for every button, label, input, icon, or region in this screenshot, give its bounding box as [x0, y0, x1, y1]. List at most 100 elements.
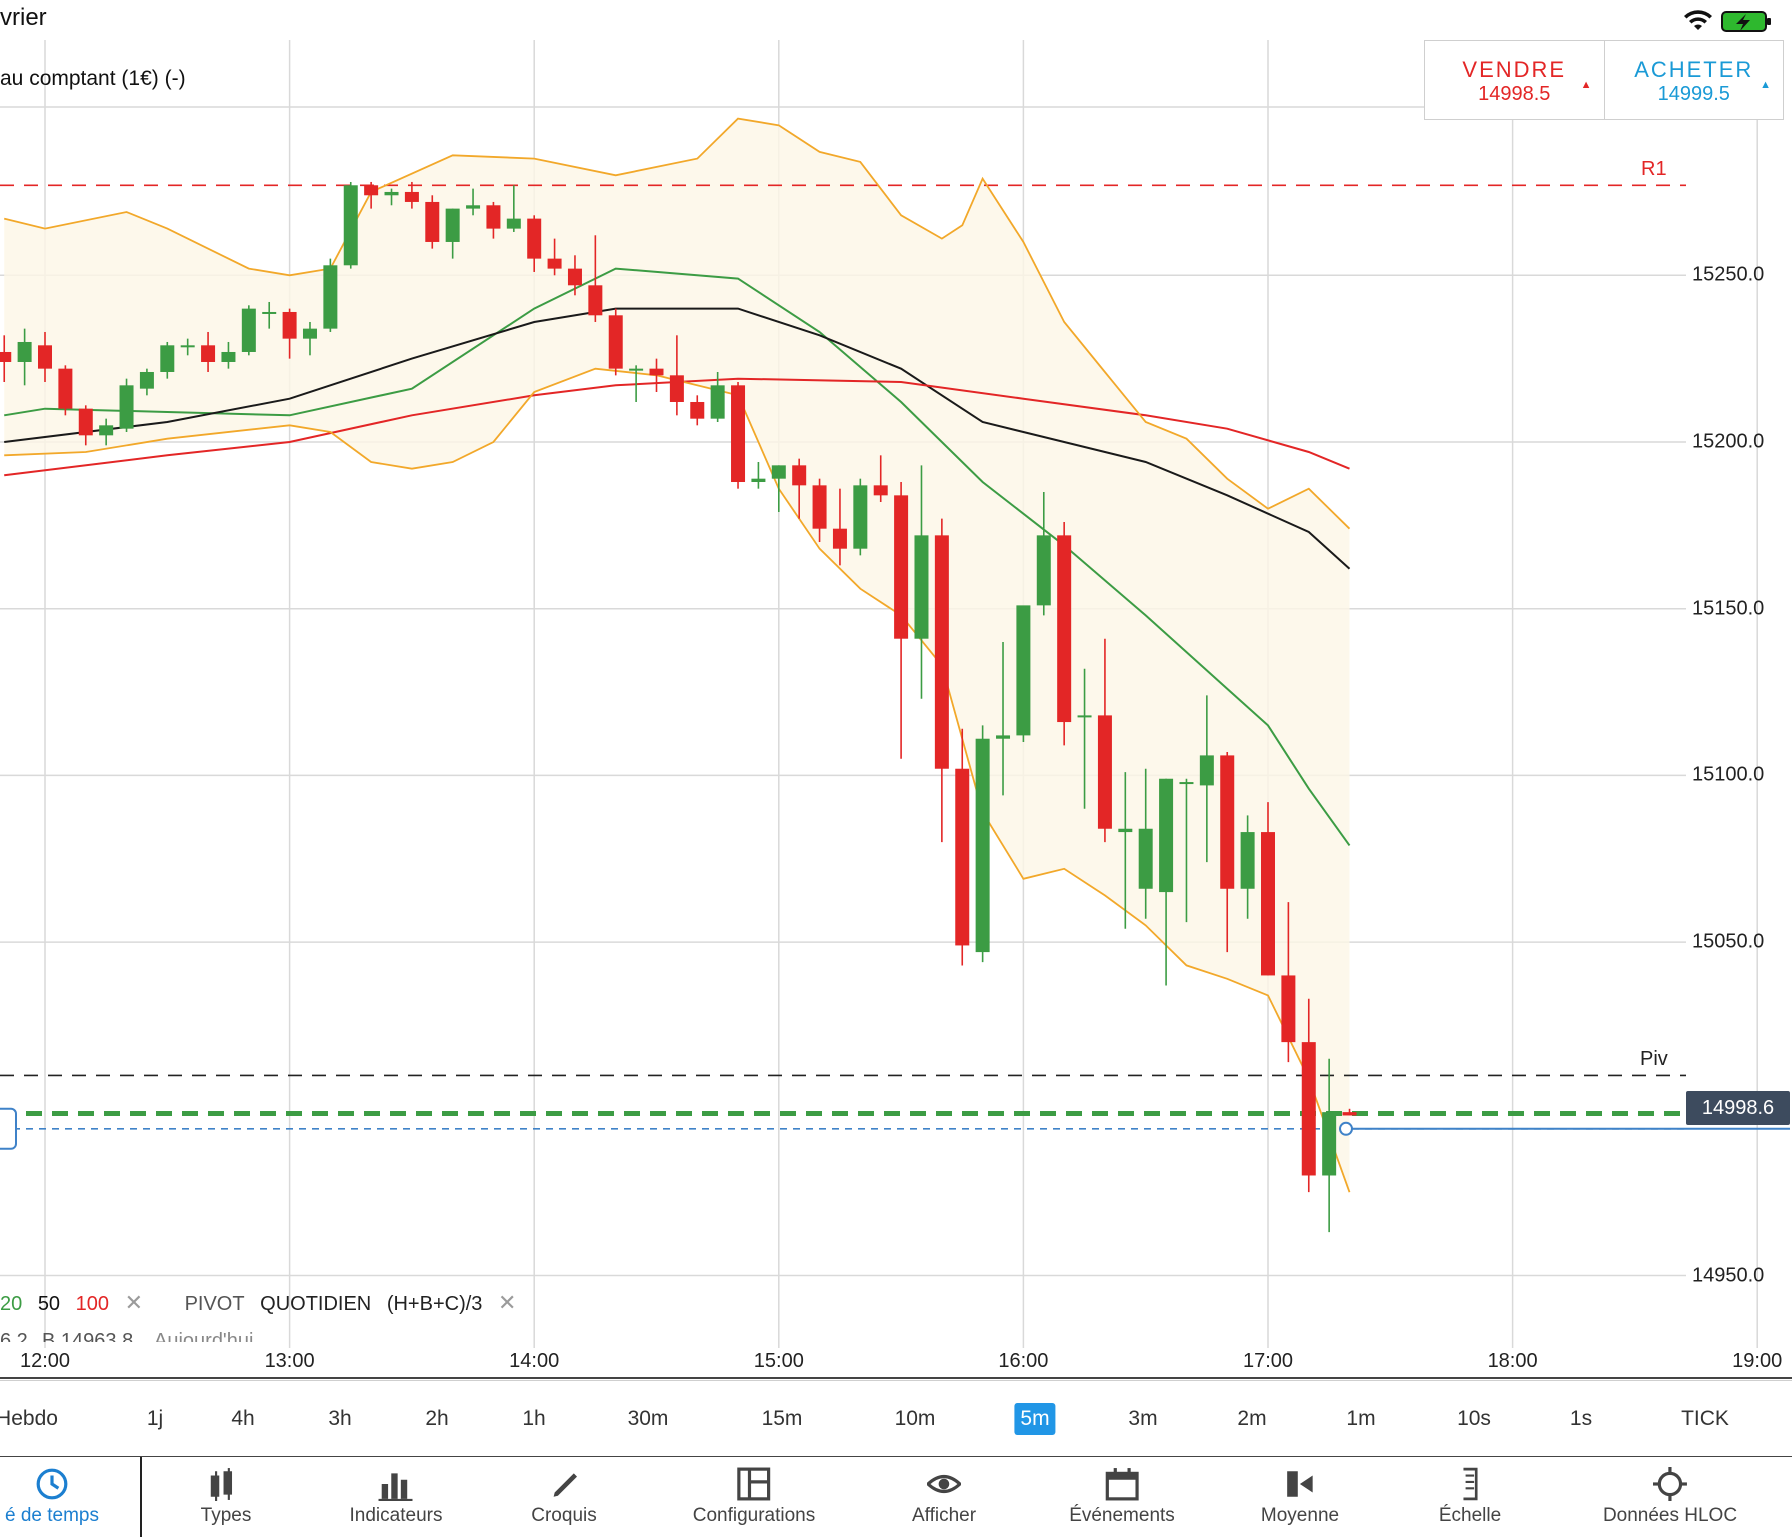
candle[interactable]	[955, 728, 970, 966]
candle[interactable]	[425, 195, 440, 249]
candle[interactable]	[1179, 778, 1194, 923]
toolbar-ruler-button[interactable]: Échelle	[1439, 1467, 1501, 1527]
timeframe-3h[interactable]: 3h	[328, 1407, 352, 1430]
timeframe-4h[interactable]: 4h	[231, 1407, 255, 1430]
candle[interactable]	[119, 378, 134, 432]
candle[interactable]	[445, 208, 460, 259]
candle[interactable]	[262, 301, 277, 329]
candle[interactable]	[1220, 752, 1235, 953]
remove-pivot-close-icon[interactable]: ✕	[497, 1290, 517, 1315]
candle[interactable]	[669, 335, 684, 416]
toolbar-layout-button[interactable]: Configurations	[693, 1467, 815, 1527]
candle[interactable]	[996, 642, 1011, 796]
timeframe-1h[interactable]: 1h	[522, 1407, 546, 1430]
candle[interactable]	[1057, 522, 1072, 746]
candle[interactable]	[812, 478, 827, 543]
candle[interactable]	[38, 331, 52, 382]
candle[interactable]	[751, 462, 766, 489]
buy-button[interactable]: ACHETER 14999.5 ▲	[1603, 41, 1784, 119]
toolbar-calendar-button[interactable]: Événements	[1069, 1467, 1175, 1527]
candle[interactable]	[1342, 1108, 1357, 1116]
timeframe-2h[interactable]: 2h	[425, 1407, 449, 1430]
legend-pivot-name[interactable]: PIVOT	[184, 1293, 245, 1315]
candle[interactable]	[343, 181, 358, 269]
order-handle[interactable]	[0, 1107, 17, 1150]
legend-ma-50[interactable]: 50	[37, 1293, 61, 1315]
candle[interactable]	[160, 341, 175, 379]
candle[interactable]	[241, 305, 256, 356]
candle[interactable]	[1240, 815, 1255, 919]
candle[interactable]	[323, 258, 338, 332]
timeframe-10m[interactable]: 10m	[894, 1407, 936, 1430]
candle[interactable]	[384, 188, 399, 206]
candle[interactable]	[221, 341, 236, 369]
candle[interactable]	[608, 308, 623, 376]
legend-pivot-period[interactable]: QUOTIDIEN	[260, 1293, 372, 1315]
timeframe-2m[interactable]: 2m	[1237, 1407, 1267, 1430]
candle[interactable]	[1199, 695, 1214, 863]
candle[interactable]	[710, 371, 725, 422]
price-chart[interactable]	[0, 0, 1792, 1380]
candle[interactable]	[567, 255, 582, 296]
timeframe-30m[interactable]: 30m	[627, 1407, 669, 1430]
candle[interactable]	[78, 405, 93, 446]
candle[interactable]	[282, 308, 297, 359]
legend-ma-100[interactable]: 100	[75, 1293, 109, 1315]
candle[interactable]	[894, 482, 909, 759]
toolbar-clock-button[interactable]: é de temps	[5, 1467, 99, 1527]
remove-ma-close-icon[interactable]: ✕	[124, 1290, 143, 1315]
candle[interactable]	[0, 335, 12, 382]
candle[interactable]	[873, 455, 888, 503]
candle[interactable]	[364, 181, 379, 209]
toolbar-bar-chart-button[interactable]: Indicateurs	[350, 1467, 442, 1527]
candle[interactable]	[527, 215, 542, 272]
toolbar-camera-button[interactable]: Moyenne	[1261, 1467, 1339, 1527]
candle[interactable]	[975, 725, 990, 963]
legend-ma-20[interactable]: 20	[0, 1293, 23, 1315]
candle[interactable]	[58, 365, 73, 416]
sell-button[interactable]: VENDRE 14998.5 ▲	[1425, 41, 1604, 119]
candle[interactable]	[1118, 772, 1133, 929]
candle[interactable]	[588, 235, 603, 322]
candle[interactable]	[690, 395, 705, 426]
toolbar-pencil-button[interactable]: Croquis	[531, 1467, 597, 1527]
candle[interactable]	[404, 181, 419, 209]
crosshair-handle[interactable]	[1339, 1121, 1353, 1136]
candle[interactable]	[853, 478, 868, 556]
toolbar-candlestick-button[interactable]: Types	[201, 1467, 251, 1527]
candle[interactable]	[547, 238, 562, 276]
candle[interactable]	[914, 465, 929, 699]
candle[interactable]	[1281, 902, 1296, 1063]
candle[interactable]	[486, 201, 501, 239]
candle[interactable]	[139, 368, 154, 396]
timeframe-1s[interactable]: 1s	[1569, 1407, 1593, 1430]
toolbar-eye-button[interactable]: Afficher	[912, 1467, 976, 1527]
candle[interactable]	[1261, 802, 1275, 976]
toolbar-crosshair-button[interactable]: Données HLOC	[1603, 1467, 1737, 1527]
legend-pivot-formula[interactable]: (H+B+C)/3	[386, 1293, 483, 1315]
candle[interactable]	[934, 518, 949, 843]
candle[interactable]	[832, 488, 847, 566]
candle[interactable]	[302, 321, 317, 356]
candle[interactable]	[792, 458, 807, 519]
candle[interactable]	[1159, 778, 1174, 986]
candle[interactable]	[180, 338, 195, 356]
timeframe-5m[interactable]: 5m	[1014, 1403, 1056, 1435]
candle[interactable]	[731, 381, 746, 489]
timeframe-1m[interactable]: 1m	[1346, 1407, 1376, 1430]
candle[interactable]	[466, 188, 481, 216]
timeframe-10s[interactable]: 10s	[1457, 1407, 1491, 1430]
candle[interactable]	[629, 365, 644, 402]
candle[interactable]	[1301, 998, 1316, 1193]
candle[interactable]	[771, 465, 786, 513]
timeframe-1j[interactable]: 1j	[146, 1407, 164, 1430]
candle[interactable]	[649, 358, 664, 392]
candle[interactable]	[1097, 638, 1112, 843]
timeframe-tick[interactable]: TICK	[1681, 1407, 1729, 1430]
candle[interactable]	[1138, 768, 1153, 919]
timeframe-3m[interactable]: 3m	[1128, 1407, 1158, 1430]
candle[interactable]	[201, 331, 216, 372]
candle[interactable]	[17, 328, 32, 386]
candle[interactable]	[1077, 668, 1092, 809]
timeframe-hebdo[interactable]: Hebdo	[0, 1407, 58, 1430]
